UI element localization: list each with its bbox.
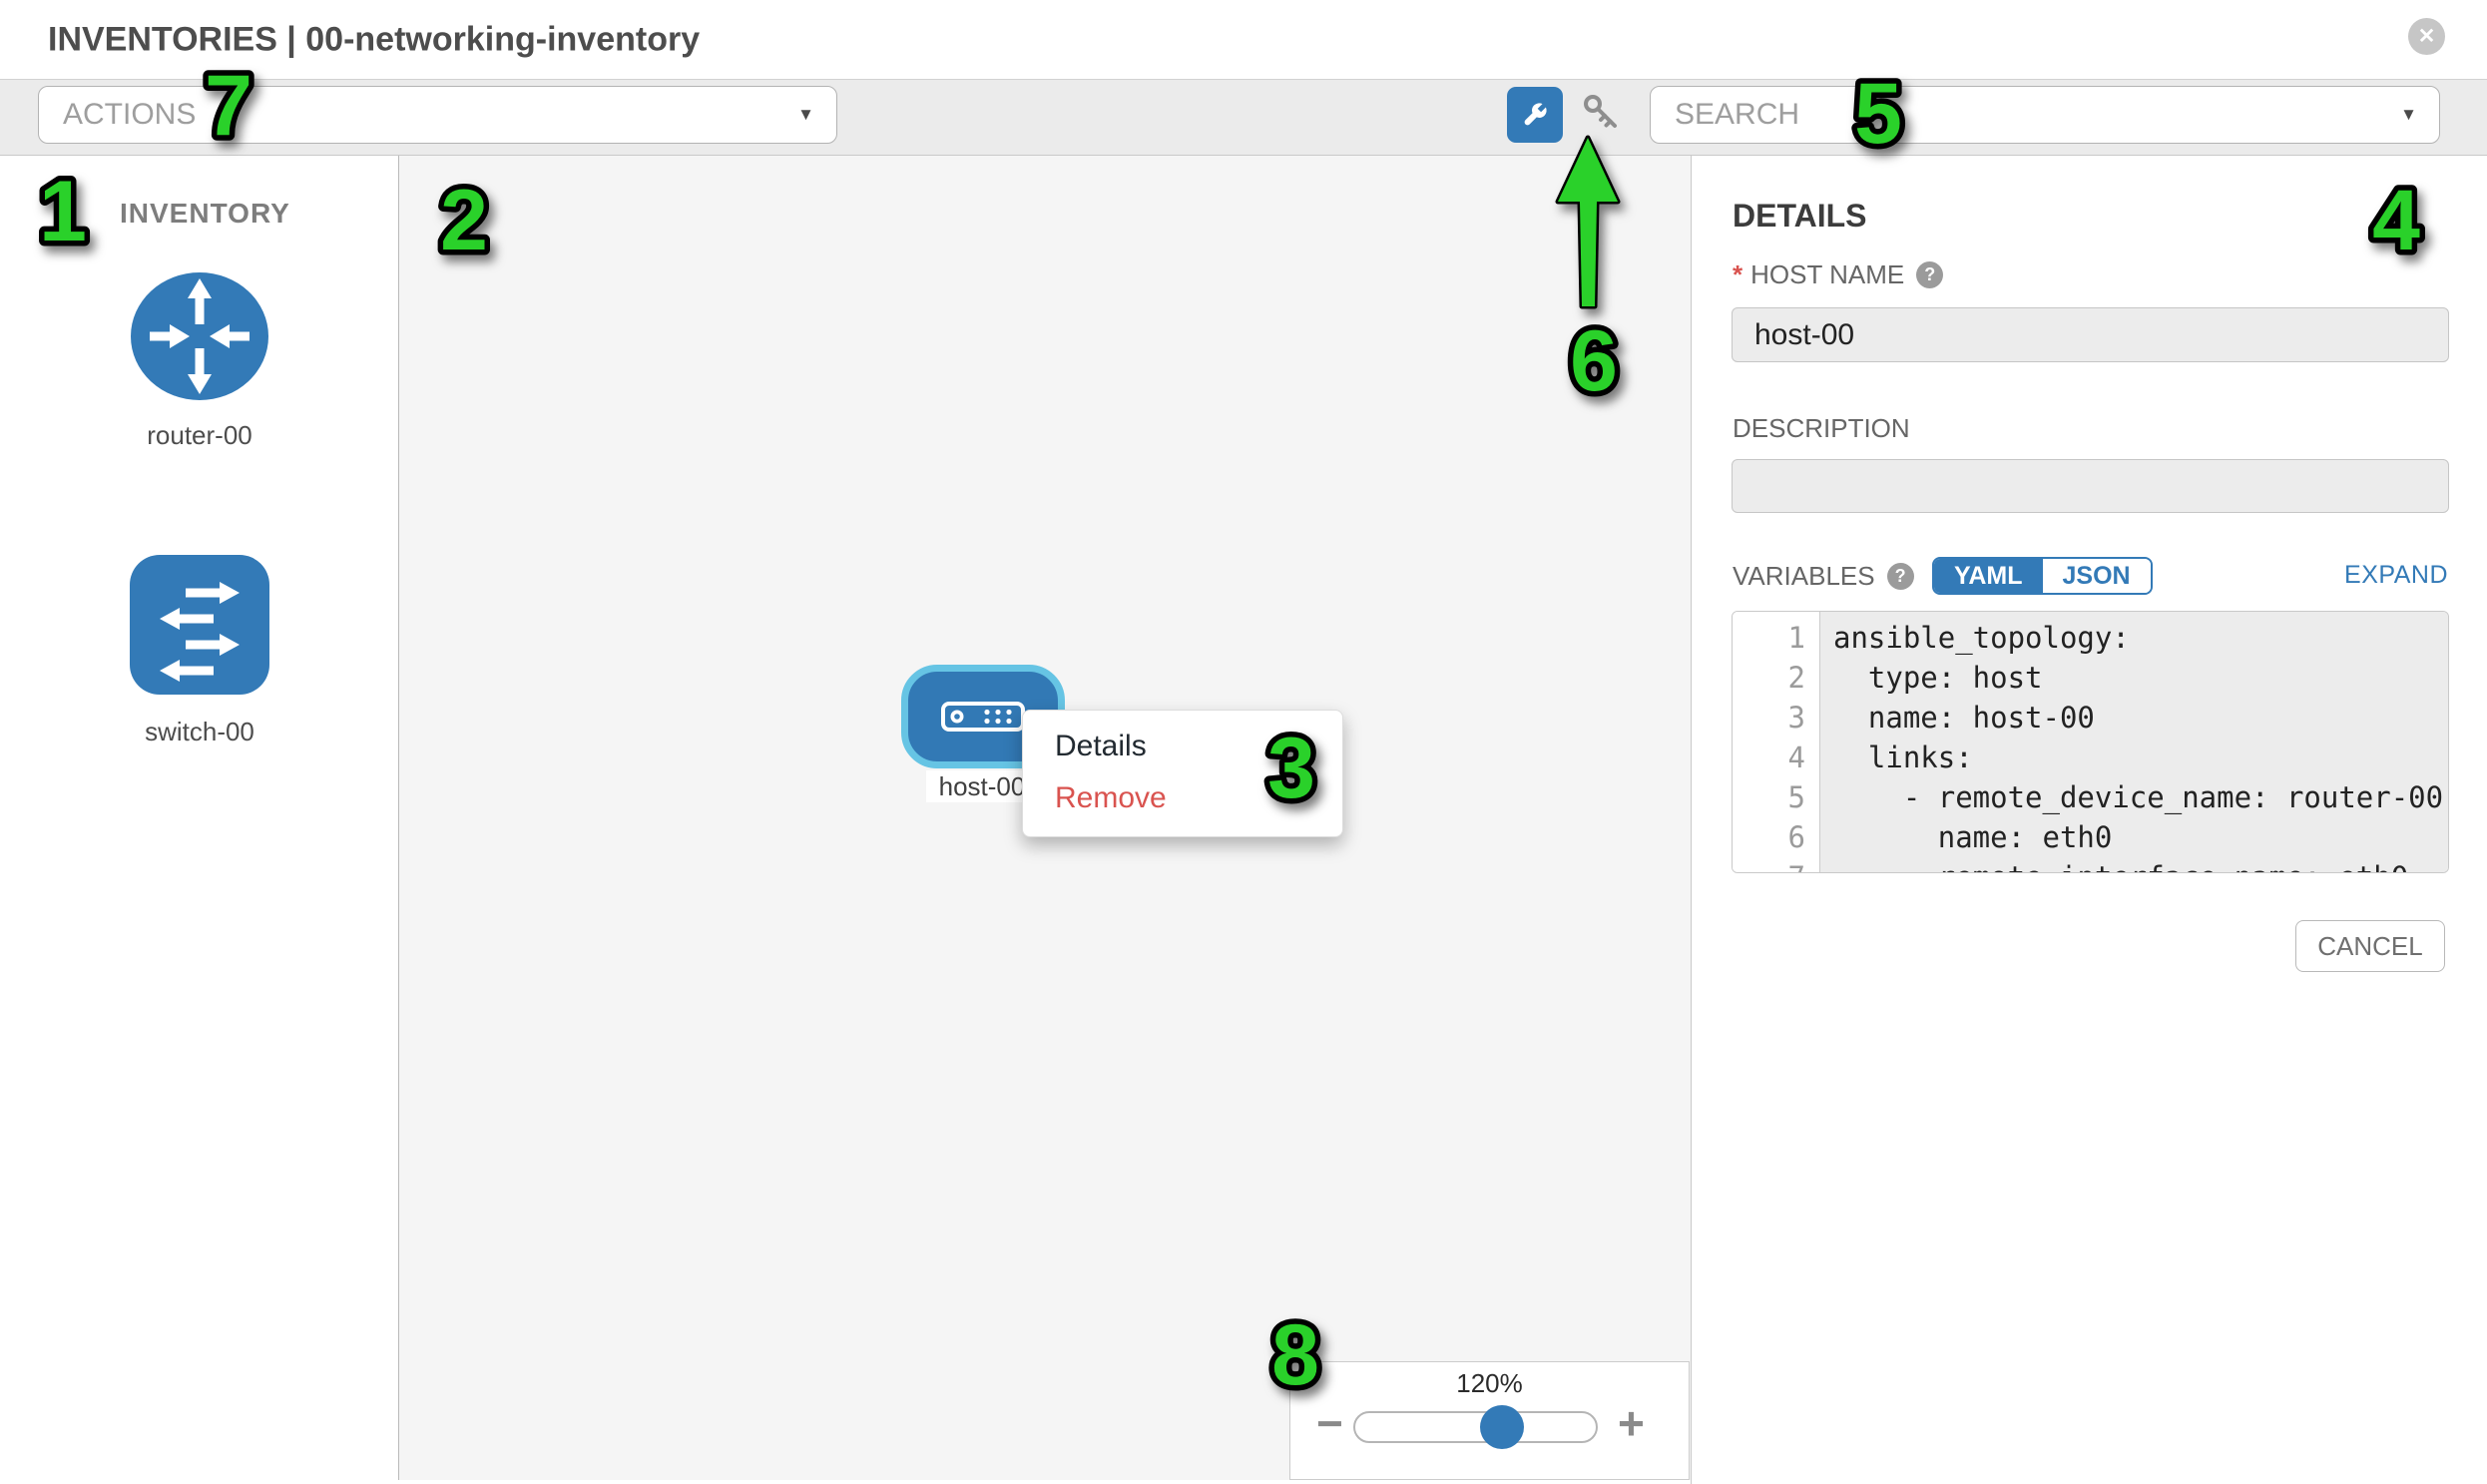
router-icon	[131, 272, 268, 400]
palette-item-router[interactable]	[130, 266, 269, 411]
code-line: ansible_topology:	[1833, 621, 2130, 655]
inventory-sidebar: INVENTORY router-00	[0, 156, 399, 1480]
variables-format-toggle: YAML JSON	[1932, 557, 2153, 595]
details-panel: DETAILS * HOST NAME ? DESCRIPTION VARIAB…	[1691, 156, 2487, 1484]
tab-json[interactable]: JSON	[2042, 559, 2151, 593]
wrench-icon	[1524, 103, 1547, 126]
search-dropdown[interactable]: SEARCH ▼	[1650, 86, 2440, 144]
code-line: name: eth0	[1833, 820, 2113, 854]
page-title: INVENTORIES | 00-networking-inventory	[48, 20, 701, 58]
zoom-in-button[interactable]: +	[1618, 1397, 1645, 1449]
key-glyph	[1584, 95, 1617, 128]
editor-gutter: 1 2 3 4 5 6 7	[1733, 612, 1820, 872]
context-menu: Details Remove	[1022, 710, 1343, 837]
close-icon[interactable]: ✕	[2408, 18, 2445, 55]
context-menu-item-remove[interactable]: Remove	[1055, 781, 1167, 814]
palette-item-label: router-00	[147, 420, 252, 450]
palette-item-label: switch-00	[145, 717, 254, 746]
toolbar: ACTIONS ▼ SEARCH ▼	[0, 79, 2487, 156]
code-line: remote_interface_name: eth0	[1833, 857, 2448, 872]
host-icon	[941, 702, 1025, 732]
description-label-text: DESCRIPTION	[1733, 413, 1910, 443]
cancel-button[interactable]: CANCEL	[2295, 920, 2445, 972]
description-input[interactable]	[1732, 459, 2449, 513]
zoom-level: 120%	[1456, 1368, 1523, 1398]
zoom-out-button[interactable]: −	[1316, 1397, 1343, 1449]
actions-dropdown[interactable]: ACTIONS ▼	[38, 86, 837, 144]
main-area: INVENTORY router-00	[0, 156, 2487, 1484]
variables-label: VARIABLES ?	[1733, 561, 1914, 592]
tab-yaml[interactable]: YAML	[1934, 559, 2043, 593]
host-name-label-text: HOST NAME	[1750, 259, 1905, 289]
switch-icon	[130, 555, 269, 695]
topology-canvas[interactable]: host-00 Details Remove 120% − +	[399, 156, 1691, 1480]
zoom-slider-track[interactable]	[1353, 1405, 1598, 1449]
chevron-down-icon: ▼	[797, 105, 814, 124]
wrench-button[interactable]	[1507, 87, 1563, 143]
actions-placeholder: ACTIONS	[63, 98, 197, 131]
help-icon[interactable]: ?	[1916, 261, 1944, 288]
host-node-label: host-00	[926, 770, 1038, 802]
sidebar-title: INVENTORY	[120, 198, 290, 229]
description-label: DESCRIPTION	[1733, 413, 1910, 444]
code-line: name: host-00	[1833, 701, 2095, 735]
required-asterisk: *	[1733, 259, 1743, 289]
editor-code[interactable]: ansible_topology: type: host name: host-…	[1820, 612, 2448, 872]
zoom-slider-thumb[interactable]	[1480, 1405, 1524, 1449]
key-icon[interactable]	[1579, 91, 1625, 137]
details-title: DETAILS	[1733, 198, 1867, 234]
context-menu-item-details[interactable]: Details	[1055, 730, 1147, 762]
code-line: type: host	[1833, 661, 2043, 695]
code-line: - remote_device_name: router-00	[1833, 780, 2444, 814]
code-line: links:	[1833, 741, 1973, 774]
titlebar: INVENTORIES | 00-networking-inventory ✕	[0, 0, 2487, 79]
zoom-control: 120% − +	[1289, 1361, 1690, 1480]
host-name-input[interactable]	[1732, 307, 2449, 362]
close-glyph: ✕	[2417, 25, 2436, 48]
help-icon[interactable]: ?	[1886, 563, 1914, 590]
palette-item-switch[interactable]	[130, 555, 269, 700]
search-placeholder: SEARCH	[1675, 98, 1800, 131]
host-name-label: * HOST NAME ?	[1733, 259, 1944, 290]
variables-editor[interactable]: 1 2 3 4 5 6 7 ansible_topology: type: ho…	[1732, 611, 2449, 873]
expand-link[interactable]: EXPAND	[2344, 561, 2448, 589]
chevron-down-icon: ▼	[2400, 105, 2417, 124]
variables-label-text: VARIABLES	[1733, 561, 1875, 591]
